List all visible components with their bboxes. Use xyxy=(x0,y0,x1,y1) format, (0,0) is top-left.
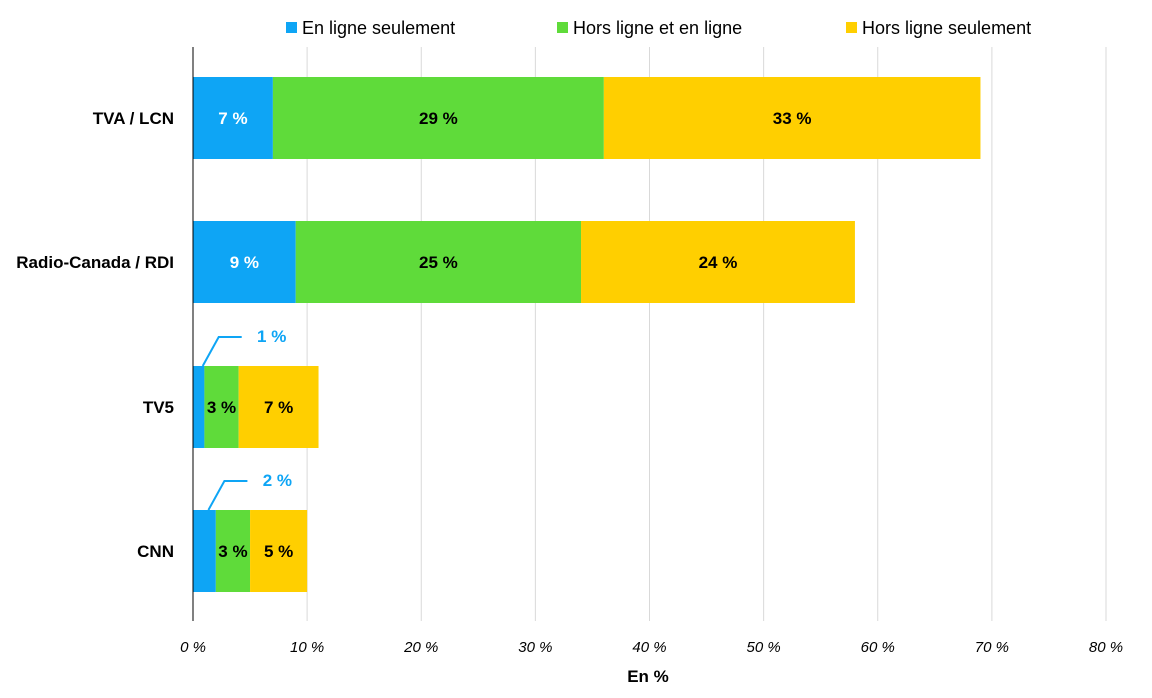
bar-segment xyxy=(581,221,855,303)
x-tick-label: 80 % xyxy=(1089,639,1123,656)
legend-label: En ligne seulement xyxy=(302,18,455,38)
data-labels: 7 % 29 % 33 % 9 % 25 % 24 % 1 % 3 % 7 % 2 % 3 % 5 % xyxy=(201,109,812,561)
data-label: 25 % xyxy=(419,253,458,272)
legend: En ligne seulement Hors ligne et en ligne… xyxy=(286,18,1031,38)
x-tick-label: 0 % xyxy=(180,639,206,656)
callout-data-label: 1 % xyxy=(257,327,286,346)
category-label: CNN xyxy=(137,542,174,561)
data-label: 7 % xyxy=(218,109,247,128)
data-label: 33 % xyxy=(773,109,812,128)
x-tick-label: 10 % xyxy=(290,639,324,656)
bar-segment xyxy=(193,366,205,448)
category-label: TV5 xyxy=(143,398,174,417)
x-tick-label: 20 % xyxy=(403,639,438,656)
bar-segment xyxy=(193,221,296,303)
x-tick-label: 30 % xyxy=(518,639,552,656)
legend-label: Hors ligne et en ligne xyxy=(573,18,742,38)
callout-leader xyxy=(201,336,242,367)
callout-data-label: 2 % xyxy=(263,471,292,490)
x-tick-label: 70 % xyxy=(975,639,1009,656)
data-label: 29 % xyxy=(419,109,458,128)
category-label: Radio-Canada / RDI xyxy=(16,253,174,272)
x-tick-label: 40 % xyxy=(632,639,666,656)
bar-segment xyxy=(204,366,239,448)
bar-segment xyxy=(603,77,981,159)
bar-segment xyxy=(295,221,582,303)
x-tick-label: 60 % xyxy=(861,639,895,656)
x-tick-label: 50 % xyxy=(747,639,781,656)
axes: 0 % 10 % 20 % 30 % 40 % 50 % 60 % 70 % 80 % TVA /… xyxy=(16,47,1123,656)
legend-swatch xyxy=(557,22,568,33)
bar-segment xyxy=(193,77,273,159)
bars xyxy=(193,77,981,592)
bar-segment xyxy=(193,510,216,592)
callout-leader xyxy=(207,480,248,511)
data-label: 5 % xyxy=(264,542,293,561)
legend-label: Hors ligne seulement xyxy=(862,18,1031,38)
legend-swatch xyxy=(846,22,857,33)
data-label: 7 % xyxy=(264,398,293,417)
data-label: 9 % xyxy=(230,253,259,272)
data-label: 3 % xyxy=(218,542,247,561)
data-label: 24 % xyxy=(699,253,738,272)
bar-segment xyxy=(215,510,251,592)
bar-segment xyxy=(250,510,308,592)
data-label: 3 % xyxy=(207,398,236,417)
bar-segment xyxy=(272,77,604,159)
bar-segment xyxy=(238,366,319,448)
legend-swatch xyxy=(286,22,297,33)
category-label: TVA / LCN xyxy=(93,109,174,128)
x-axis-title: En % xyxy=(627,667,669,686)
